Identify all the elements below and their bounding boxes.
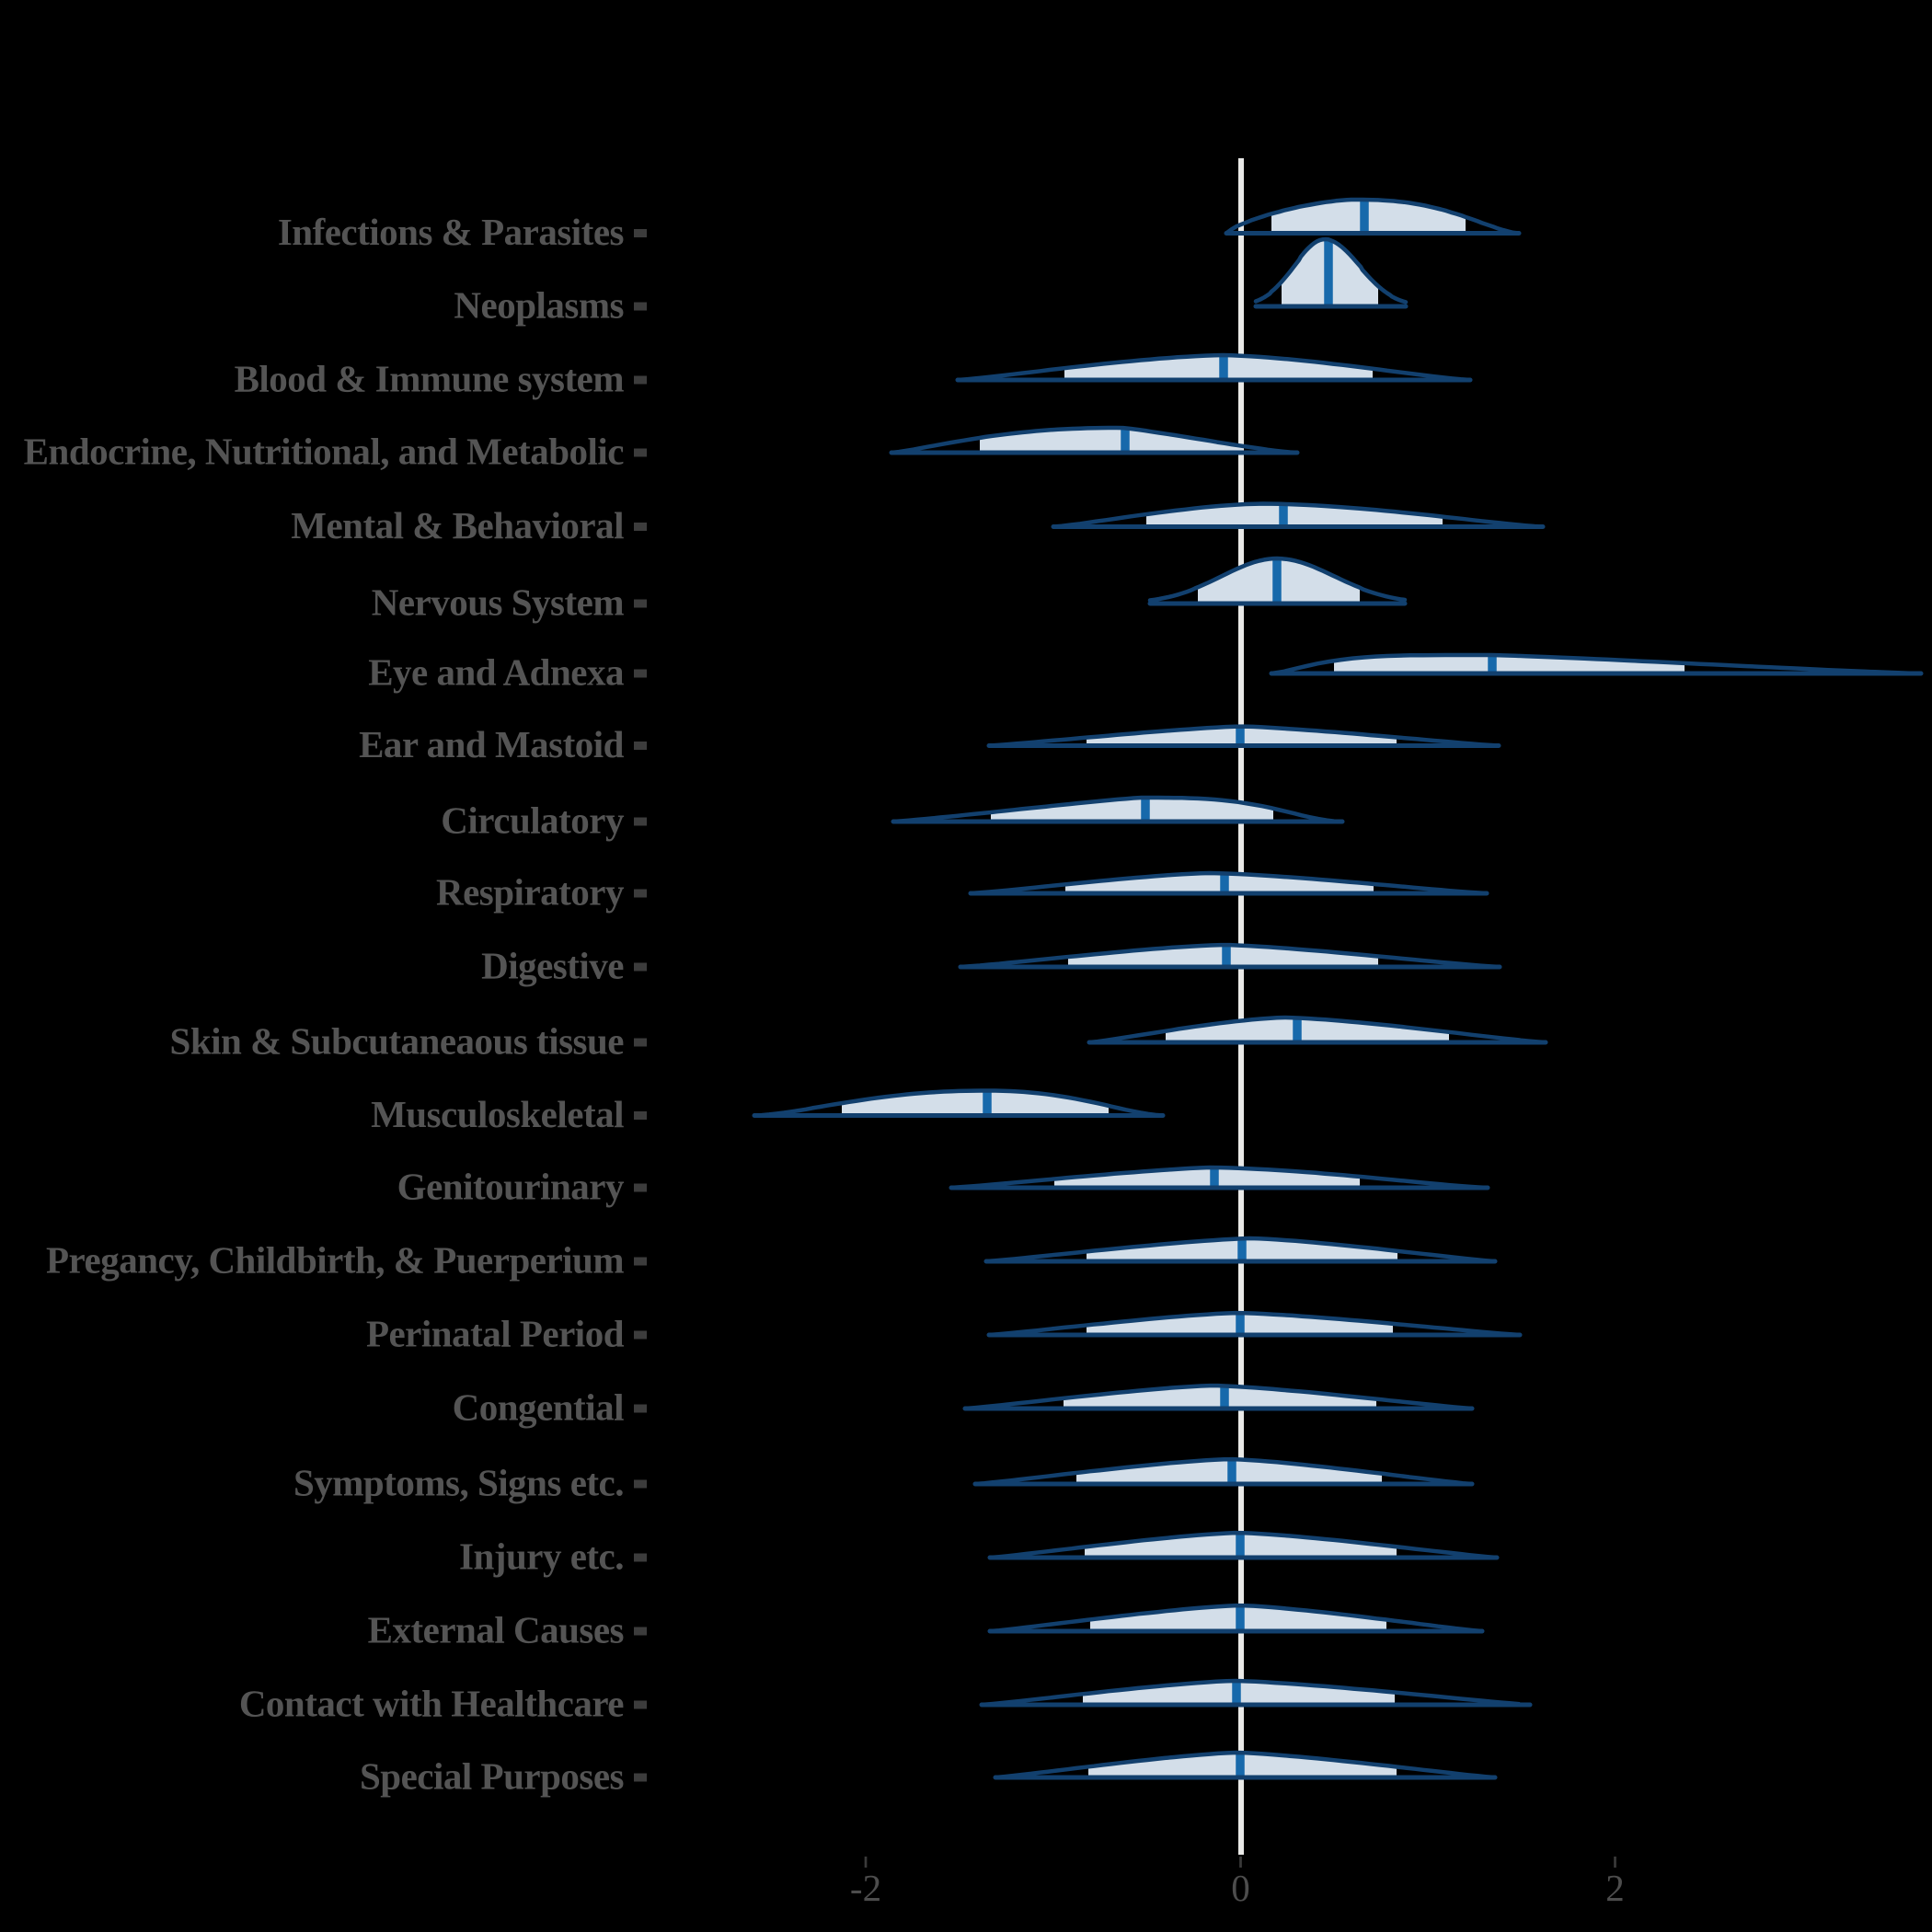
svg-text:Genitourinary: Genitourinary (397, 1166, 625, 1208)
svg-text:Endocrine, Nutritional, and Me: Endocrine, Nutritional, and Metabolic (24, 431, 625, 473)
svg-text:Congential: Congential (453, 1386, 624, 1429)
svg-text:Pregancy, Childbirth, & Puerpe: Pregancy, Childbirth, & Puerperium (46, 1239, 624, 1282)
svg-text:Infections & Parasites: Infections & Parasites (278, 211, 624, 253)
svg-text:Musculoskeletal: Musculoskeletal (371, 1093, 624, 1135)
svg-text:Neoplasms: Neoplasms (454, 284, 624, 327)
svg-text:Blood & Immune system: Blood & Immune system (235, 358, 625, 400)
svg-text:0: 0 (1231, 1867, 1250, 1909)
svg-text:Respiratory: Respiratory (436, 871, 625, 914)
svg-text:-2: -2 (850, 1867, 881, 1909)
svg-text:Nervous System: Nervous System (372, 581, 625, 624)
svg-text:Contact with Healthcare: Contact with Healthcare (239, 1683, 624, 1725)
svg-text:Injury etc.: Injury etc. (459, 1535, 624, 1578)
svg-text:Special Purposes: Special Purposes (360, 1755, 624, 1798)
svg-text:Mental & Behavioral: Mental & Behavioral (291, 504, 624, 546)
svg-text:Digestive: Digestive (481, 945, 624, 987)
svg-text:Eye and Adnexa: Eye and Adnexa (368, 651, 624, 694)
svg-text:Ear and Mastoid: Ear and Mastoid (359, 723, 625, 765)
svg-text:2: 2 (1605, 1867, 1625, 1909)
svg-text:Symptoms, Signs etc.: Symptoms, Signs etc. (293, 1462, 624, 1504)
svg-text:Circulatory: Circulatory (441, 799, 625, 842)
svg-text:External Causes: External Causes (368, 1609, 624, 1651)
svg-text:Perinatal Period: Perinatal Period (366, 1313, 625, 1355)
svg-text:Skin & Subcutaneaous tissue: Skin & Subcutaneaous tissue (170, 1020, 625, 1063)
